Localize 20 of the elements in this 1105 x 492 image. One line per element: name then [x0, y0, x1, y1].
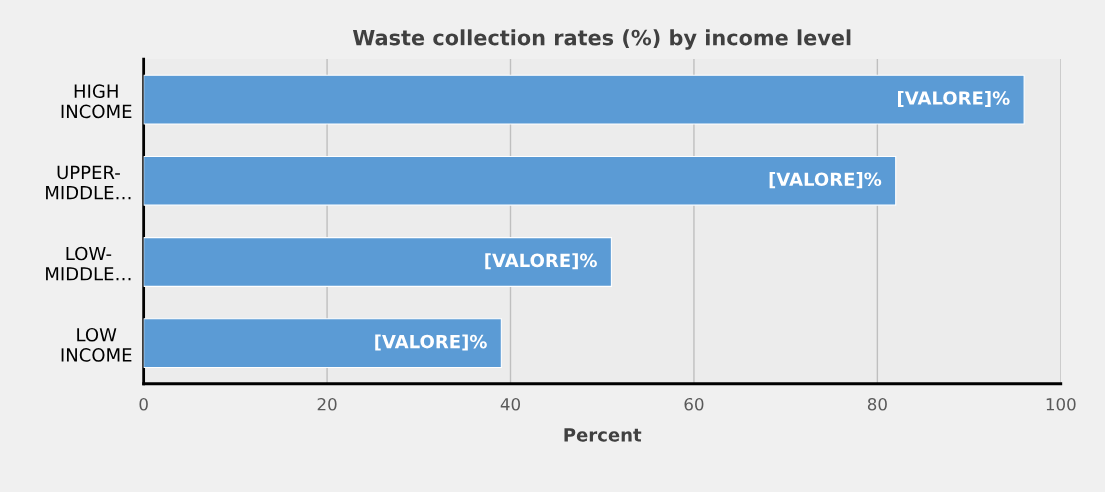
bar — [143, 237, 612, 287]
x-tick-label: 0 — [139, 397, 148, 411]
data-label: [VALORE]% — [375, 334, 487, 351]
x-tick-label: 100 — [1046, 397, 1076, 411]
y-tick-label: HIGH INCOME — [61, 84, 132, 119]
x-tick-label: 20 — [317, 397, 337, 411]
y-tick-label: LOW- MIDDLE… — [46, 246, 131, 281]
data-label: [VALORE]% — [485, 253, 597, 270]
bar — [143, 155, 897, 206]
data-label: [VALORE]% — [769, 172, 882, 189]
x-tick-label: 40 — [500, 397, 521, 411]
y-tick-label: LOW INCOME — [61, 327, 132, 362]
chart-title: Waste collection rates (%) by income level — [352, 29, 851, 50]
x-tick-label: 80 — [867, 397, 887, 411]
x-axis-title: Percent — [564, 428, 642, 442]
y-tick-label: UPPER- MIDDLE… — [46, 165, 131, 200]
bar — [143, 74, 1025, 125]
data-label: [VALORE]% — [898, 90, 1010, 107]
bar — [143, 318, 502, 369]
x-tick-label: 60 — [684, 397, 704, 411]
